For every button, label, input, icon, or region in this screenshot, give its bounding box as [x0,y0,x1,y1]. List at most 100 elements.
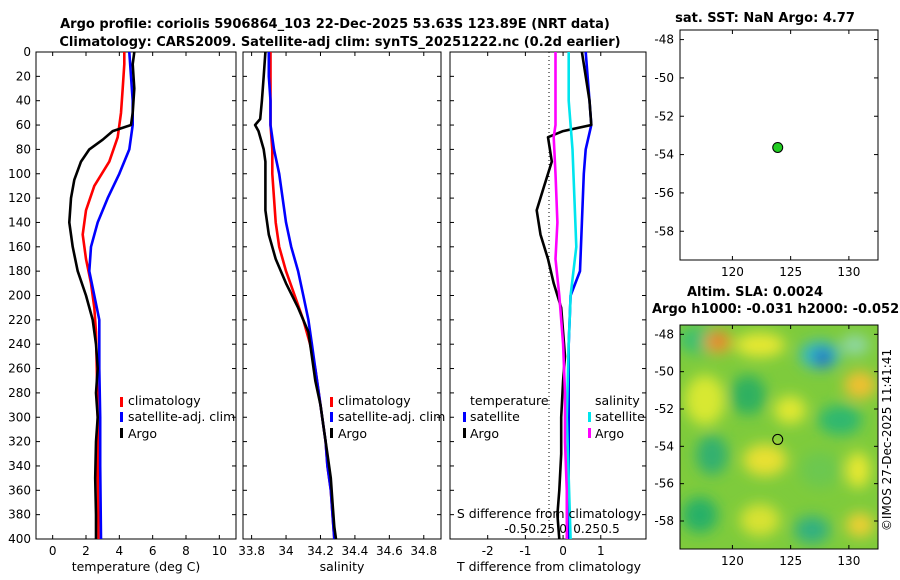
x-tick-label: -1 [519,544,531,558]
sla-ticks: 120 125 130 -48 -50 -52 -54 -56 -58 [654,325,878,568]
x-tick-label: 4 [116,544,124,558]
s-difference-tick-labels: -0.5-0.25 0 0.25 0.5 [504,522,619,536]
legend-argo: Argo [128,426,157,441]
depth-tick-labels: 0 20 40 60 80 100 120 140 160 180 200 220 240 260 280 3… [8,45,31,546]
map-y-tick-label: -52 [654,109,674,123]
sla-title: Altim. SLA: 0.0024 [687,285,823,300]
temperature-xlabel: temperature (deg C) [72,559,201,574]
depth-tick-label: 220 [8,313,31,327]
temperature-x-ticks: 0 2 4 6 8 10 [36,51,236,558]
depth-tick-label: 180 [8,264,31,278]
map-y-tick-label: -52 [654,402,674,416]
argo-position-marker [772,433,784,445]
x-tick-label: 6 [149,544,157,558]
title-line-2: Climatology: CARS2009. Satellite-adj cli… [59,35,620,50]
legend-climatology: climatology [338,393,411,408]
legend-temperature-header: temperature [470,393,549,408]
legend-s-argo: Argo [595,426,624,441]
s-tick-label: 0.25 [573,522,600,536]
map-x-tick-label: 130 [837,554,860,568]
map-y-tick-label: -48 [654,33,674,47]
map-y-tick-label: -58 [654,514,674,528]
salinity-xlabel: salinity [320,559,365,574]
map-y-tick-label: -56 [654,477,674,491]
argo-position-marker [772,141,784,153]
s-tick-label: 0.5 [601,522,620,536]
map-x-tick-label: 125 [779,265,802,279]
temperature-legend: climatology satellite-adj. clim Argo [120,393,235,441]
legend-swatch-climatology [330,397,333,407]
legend-swatch-argo [120,428,123,438]
sst-title: sat. SST: NaN Argo: 4.77 [675,11,855,26]
s-tick-label: 0 [559,522,567,536]
x-tick-label: 2 [82,544,90,558]
legend-swatch-s-satellite [588,412,591,422]
imos-credit: ©IMOS 27-Dec-2025 11:41:41 [880,349,894,531]
depth-tick-label: 20 [16,69,31,83]
depth-tick-label: 320 [8,435,31,449]
x-tick-label: -2 [482,544,494,558]
depth-tick-label: 0 [23,45,31,59]
depth-tick-label: 400 [8,532,31,546]
salinity-axes-box [242,51,442,540]
series-line-s-argo [552,52,569,539]
x-tick-label: 1 [597,544,605,558]
depth-tick-label: 360 [8,483,31,497]
depth-tick-label: 260 [8,362,31,376]
depth-tick-label: 40 [16,94,31,108]
map-x-tick-label: 120 [721,265,744,279]
map-x-tick-label: 125 [779,554,802,568]
map-y-tick-label: -48 [654,327,674,341]
sst-ticks: 120 125 130 -48 -50 -52 -54 -56 -58 [654,30,878,279]
legend-swatch-t-argo [463,428,466,438]
legend-s-satellite: satellite [595,409,645,424]
temperature-lines [68,51,136,540]
legend-t-argo: Argo [470,426,499,441]
map-x-tick-label: 120 [721,554,744,568]
difference-x-ticks: -2 -1 0 1 [450,51,646,558]
sla-map: Altim. SLA: 0.0024 Argo h1000: -0.031 h2… [652,285,899,568]
legend-swatch-t-satellite [463,412,466,422]
series-line-argo [68,51,136,539]
salinity-panel: 33.8 34 34.2 34.4 34.6 34.8 climatology satel… [238,51,445,574]
map-y-tick-label: -50 [654,71,674,85]
legend-swatch-climatology [120,397,123,407]
difference-panel: -2 -1 0 1 temperature satellite Argo salini… [449,51,647,574]
map-y-tick-label: -56 [654,186,674,200]
x-tick-label: 34.6 [376,544,403,558]
legend-climatology: climatology [128,393,201,408]
difference-axes-box [449,51,647,540]
legend-satellite: satellite-adj. clim [338,409,445,424]
depth-tick-label: 140 [8,215,31,229]
legend-swatch-satellite [120,412,123,422]
salinity-legend: climatology satellite-adj. clim Argo [330,393,445,441]
sst-map: sat. SST: NaN Argo: 4.77 120 125 130 -48 -50… [654,11,879,279]
depth-tick-label: 300 [8,410,31,424]
sla-blobs [680,326,876,544]
map-y-tick-label: -50 [654,365,674,379]
x-tick-label: 0 [559,544,567,558]
depth-tick-label: 60 [16,118,31,132]
legend-satellite: satellite-adj. clim [128,409,235,424]
legend-swatch-argo [330,428,333,438]
s-difference-label: S difference from climatology [457,506,642,521]
x-tick-label: 0 [49,544,57,558]
series-line-argo [253,51,338,540]
depth-tick-label: 340 [8,459,31,473]
legend-swatch-s-argo [588,428,591,438]
x-tick-label: 34.8 [410,544,437,558]
sla-points [772,433,784,445]
temperature-panel: 0 2 4 6 8 10 climatology satellite-adj. clim … [35,51,237,574]
salinity-lines [253,51,338,540]
s-tick-label: -0.5 [504,522,527,536]
x-tick-label: 34.4 [342,544,369,558]
x-tick-label: 33.8 [238,544,265,558]
legend-swatch-satellite [330,412,333,422]
s-tick-label: -0.25 [524,522,555,536]
salinity-x-ticks: 33.8 34 34.2 34.4 34.6 34.8 [238,51,441,558]
legend-argo: Argo [338,426,367,441]
difference-legend-salinity: salinity satellite Argo [588,393,645,441]
x-tick-label: 34.2 [307,544,334,558]
depth-tick-label: 280 [8,386,31,400]
